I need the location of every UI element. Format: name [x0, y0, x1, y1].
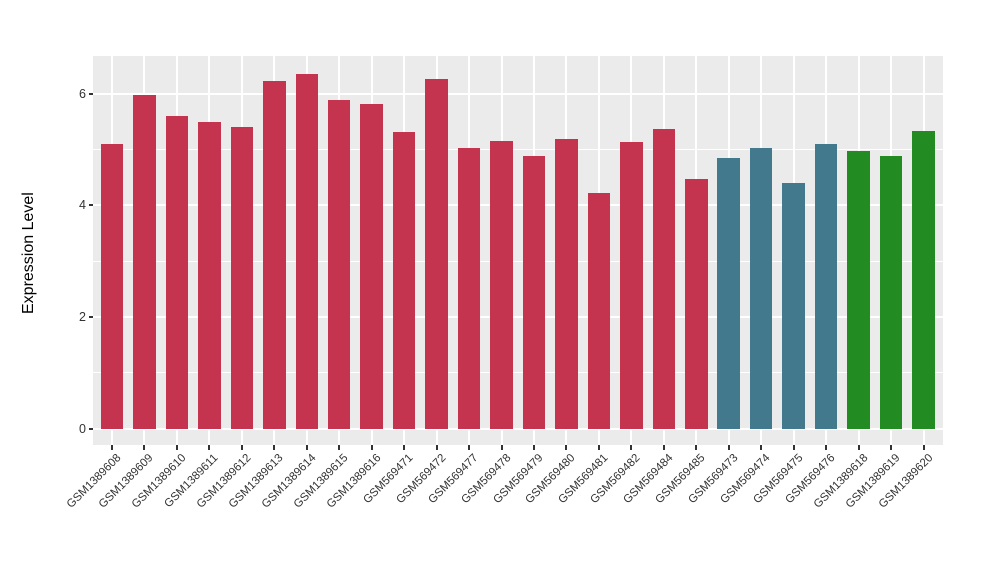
bar — [425, 78, 448, 429]
x-tick-mark — [792, 445, 795, 450]
bar — [685, 179, 708, 429]
x-tick-mark — [305, 445, 308, 450]
x-tick-mark — [208, 445, 211, 450]
x-tick-mark — [273, 445, 276, 450]
x-tick-mark — [500, 445, 503, 450]
x-tick-mark — [143, 445, 146, 450]
bar — [912, 131, 935, 429]
x-tick-mark — [857, 445, 860, 450]
gridline-major-horizontal — [93, 92, 943, 95]
bar — [652, 128, 676, 429]
x-tick-mark — [565, 445, 568, 450]
bar — [522, 156, 546, 429]
gridline-major-horizontal — [93, 204, 943, 207]
x-tick-mark — [403, 445, 406, 450]
x-tick-mark — [662, 445, 665, 450]
x-tick-mark — [370, 445, 373, 450]
y-tick-mark — [89, 92, 93, 95]
bar — [782, 182, 805, 429]
bar — [295, 74, 318, 429]
gridline-minor-horizontal — [93, 260, 943, 262]
x-tick-mark — [630, 445, 633, 450]
bar — [198, 121, 221, 429]
bar — [879, 156, 903, 429]
x-tick-mark — [760, 445, 763, 450]
bar — [392, 131, 416, 429]
bar — [847, 151, 870, 429]
bar — [814, 143, 838, 429]
x-tick-mark — [240, 445, 243, 450]
y-tick-mark — [89, 204, 93, 207]
plot-panel — [93, 56, 943, 445]
x-tick-mark — [468, 445, 471, 450]
x-tick-mark — [111, 445, 113, 450]
x-tick-mark — [532, 445, 535, 450]
x-tick-mark — [922, 445, 925, 450]
bar — [100, 143, 124, 429]
x-tick-mark — [175, 445, 178, 450]
y-tick-mark — [89, 316, 93, 318]
bar — [587, 193, 611, 429]
bar — [620, 142, 643, 429]
x-tick-mark — [695, 445, 698, 450]
bar — [165, 115, 189, 429]
x-tick-mark — [597, 445, 600, 450]
gridline-minor-horizontal — [93, 372, 943, 374]
bar — [490, 141, 513, 429]
gridline-major-horizontal — [93, 316, 943, 318]
bar — [263, 81, 286, 429]
bar — [555, 139, 578, 429]
y-tick-mark — [89, 427, 93, 430]
y-tick-label: 6 — [79, 86, 86, 101]
gridline-major-horizontal — [93, 427, 943, 430]
x-tick-mark — [727, 445, 730, 450]
bar — [749, 147, 773, 429]
bar — [133, 94, 156, 429]
y-tick-label: 2 — [79, 310, 86, 324]
bar — [327, 100, 351, 429]
bar — [230, 127, 254, 429]
x-tick-mark — [825, 445, 828, 450]
bar — [457, 147, 481, 429]
y-tick-label: 0 — [79, 421, 86, 436]
x-tick-mark — [435, 445, 438, 450]
x-tick-mark — [890, 445, 893, 450]
bar — [360, 103, 383, 429]
bar — [717, 157, 740, 429]
gridline-minor-horizontal — [93, 148, 943, 150]
x-tick-mark — [338, 445, 341, 450]
y-tick-label: 4 — [79, 198, 86, 213]
